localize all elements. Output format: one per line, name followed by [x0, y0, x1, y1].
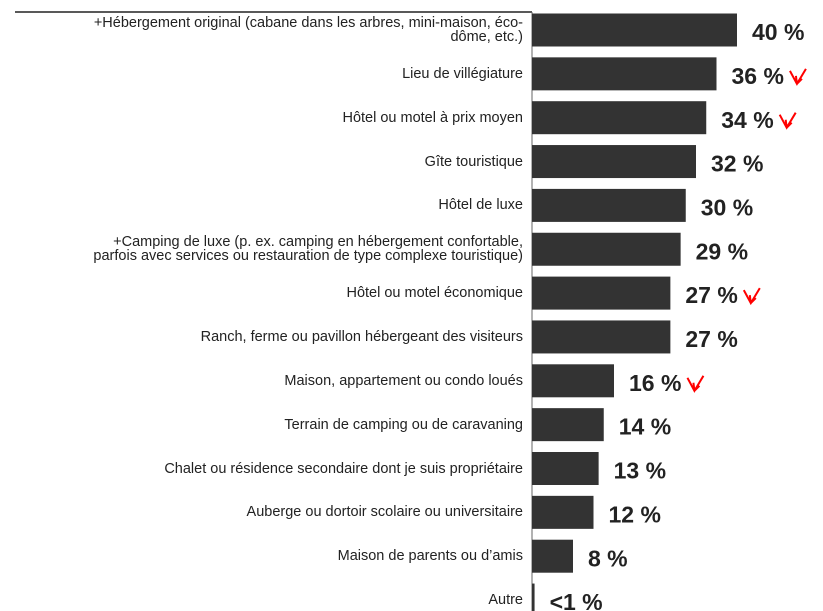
bar: [532, 583, 535, 611]
value-label: 40 %: [752, 19, 804, 45]
bar: [532, 452, 599, 485]
decline-marker: [686, 375, 705, 393]
decline-marker: [789, 68, 807, 86]
category-label: Auberge ou dortoir scolaire ou universit…: [246, 504, 523, 521]
value-label: 32 %: [711, 151, 763, 177]
decline-marker: [742, 287, 761, 306]
value-label: 16 %: [629, 370, 681, 396]
bar: [532, 539, 573, 573]
bar: [532, 320, 671, 354]
category-label: Hôtel ou motel à prix moyen: [342, 109, 523, 126]
category-label: Maison de parents ou d’amis: [337, 548, 523, 565]
bar: [532, 276, 671, 310]
bar: [532, 13, 737, 47]
value-label: 12 %: [609, 501, 661, 527]
bar: [532, 408, 604, 442]
value-label: 14 %: [619, 414, 671, 440]
category-label: +Camping de luxe (p. ex. camping en hébe…: [93, 234, 523, 265]
category-label: +Hébergement original (cabane dans les a…: [93, 15, 523, 45]
bar: [532, 495, 594, 529]
value-label: 30 %: [701, 194, 753, 220]
value-label: 29 %: [696, 238, 748, 264]
bar: [532, 188, 686, 222]
value-label: 27 %: [685, 326, 737, 352]
category-label: Maison, appartement ou condo loués: [284, 372, 523, 389]
category-label: Hôtel de luxe: [438, 197, 523, 214]
bar: [532, 232, 681, 266]
value-label: 27 %: [685, 282, 737, 308]
category-label: Hôtel ou motel économique: [346, 285, 523, 302]
category-label: Ranch, ferme ou pavillon hébergeant des …: [200, 328, 523, 345]
category-label: Terrain de camping ou de caravaning: [284, 416, 523, 433]
value-label: 13 %: [614, 458, 666, 484]
value-label: 36 %: [732, 63, 784, 89]
bar: [532, 364, 614, 398]
decline-marker: [778, 112, 797, 130]
value-label: 34 %: [721, 107, 773, 133]
category-label: Lieu de villégiature: [402, 65, 523, 82]
category-label: Gîte touristique: [424, 153, 523, 170]
bar: [532, 57, 717, 91]
value-label: <1 %: [550, 589, 603, 611]
value-label: 8 %: [588, 545, 628, 571]
bar: [532, 145, 696, 179]
category-label: Chalet ou résidence secondaire dont je s…: [164, 460, 523, 477]
category-label: Autre: [488, 592, 523, 609]
bar: [532, 101, 707, 135]
